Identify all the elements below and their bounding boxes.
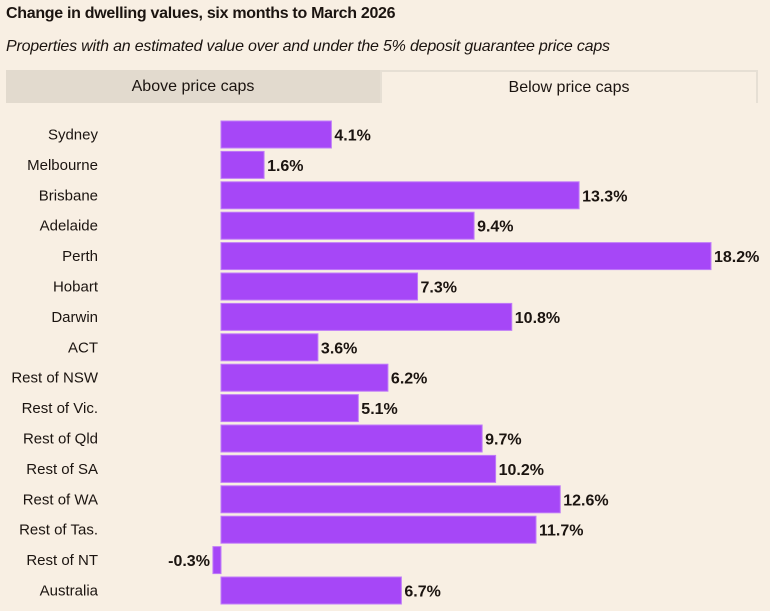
chart-subtitle: Properties with an estimated value over … <box>6 38 610 55</box>
data-label: 1.6% <box>267 158 303 175</box>
category-label: Perth <box>62 248 98 265</box>
tab-below-price-caps[interactable]: Below price caps <box>380 70 758 103</box>
category-label: Rest of Vic. <box>22 400 98 417</box>
data-label: 3.6% <box>321 340 357 357</box>
tab-above-price-caps[interactable]: Above price caps <box>6 70 380 103</box>
category-label: Sydney <box>48 127 99 144</box>
category-label: Rest of NSW <box>11 370 99 387</box>
data-label: 5.1% <box>361 401 397 418</box>
category-label: Rest of SA <box>26 461 98 478</box>
data-label: 6.2% <box>391 371 427 388</box>
category-label: Darwin <box>51 309 98 326</box>
bar <box>220 515 537 544</box>
tab-bar: Above price caps Below price caps <box>6 70 758 103</box>
category-label: Brisbane <box>39 187 98 204</box>
bar <box>220 150 265 179</box>
bar <box>220 485 561 514</box>
bar <box>220 211 475 240</box>
chart-title: Change in dwelling values, six months to… <box>6 5 396 22</box>
category-label: Australia <box>40 583 99 600</box>
category-label: Hobart <box>53 279 99 296</box>
data-label: 4.1% <box>334 128 370 145</box>
category-label: Adelaide <box>40 218 98 235</box>
bar <box>220 120 332 149</box>
data-label: -0.3% <box>168 553 210 570</box>
bar <box>220 454 497 483</box>
bar <box>220 302 513 331</box>
data-label: 10.2% <box>499 462 544 479</box>
data-label: 10.8% <box>515 310 560 327</box>
bar <box>220 424 483 453</box>
category-label: Rest of WA <box>23 491 98 508</box>
bar <box>220 363 389 392</box>
data-label: 9.7% <box>485 432 521 449</box>
data-label: 7.3% <box>421 280 457 297</box>
data-label: 12.6% <box>563 492 608 509</box>
bar <box>220 333 319 362</box>
bar <box>220 272 419 301</box>
bar <box>212 546 222 575</box>
data-label: 11.7% <box>539 523 583 540</box>
category-label: Rest of Tas. <box>19 522 98 539</box>
bar <box>220 576 402 605</box>
data-label: 9.4% <box>477 219 513 236</box>
category-label: Melbourne <box>27 157 98 174</box>
data-label: 6.7% <box>404 584 440 601</box>
category-label: Rest of Qld <box>23 431 98 448</box>
data-label: 13.3% <box>582 188 627 205</box>
category-label: Rest of NT <box>26 552 98 569</box>
category-label: ACT <box>68 339 98 356</box>
bar <box>220 394 359 423</box>
bar <box>220 242 712 271</box>
bar <box>220 181 580 210</box>
data-label: 18.2% <box>714 249 759 266</box>
